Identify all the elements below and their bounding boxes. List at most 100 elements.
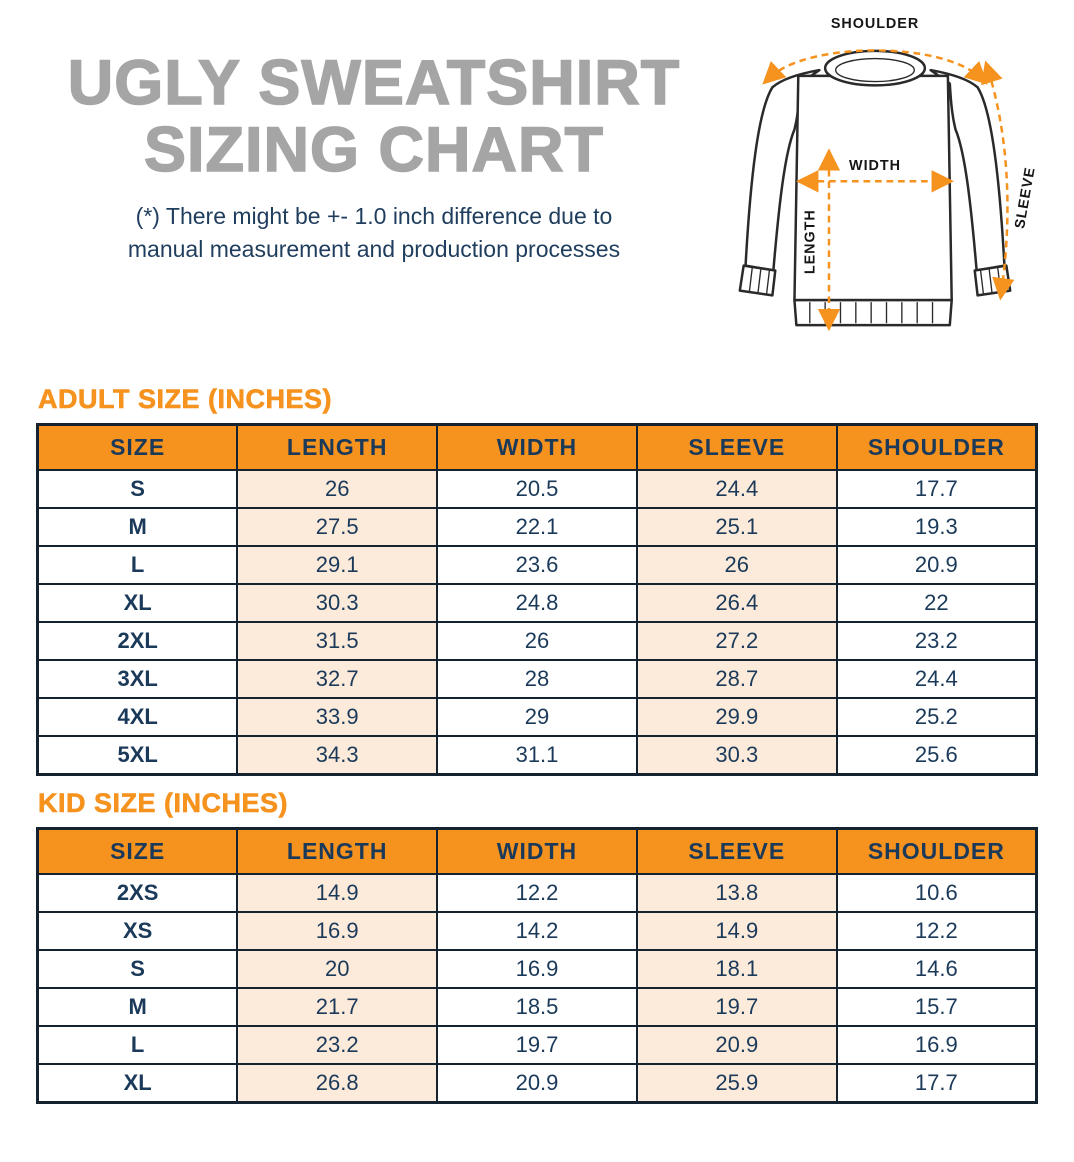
measurement-cell: 26 [436, 621, 638, 661]
size-label-cell: 2XS [36, 873, 239, 913]
column-header-size: SIZE [36, 423, 239, 471]
measurement-cell: 18.5 [436, 987, 638, 1027]
measurement-cell: 24.4 [635, 469, 838, 509]
column-header-width: WIDTH [436, 827, 638, 875]
sleeve-label: SLEEVE [1012, 166, 1038, 230]
measurement-cell: 14.2 [436, 911, 638, 951]
table-row: 3XL 32.7 28 28.7 24.4 [36, 659, 1038, 699]
size-label-cell: L [36, 1025, 239, 1065]
measurement-cell: 20.9 [635, 1025, 838, 1065]
table-row: 2XL 31.5 26 27.2 23.2 [36, 621, 1038, 661]
measurement-cell: 14.6 [835, 949, 1038, 989]
left-cuff [738, 264, 777, 297]
collar-outer [823, 49, 927, 87]
measurement-cell: 23.6 [436, 545, 638, 585]
measurement-cell: 14.9 [635, 911, 838, 951]
column-header-sleeve: SLEEVE [635, 827, 838, 875]
measurement-cell: 18.1 [635, 949, 838, 989]
table-row: L 29.1 23.6 26 20.9 [36, 545, 1038, 585]
measurement-cell: 34.3 [236, 735, 439, 776]
kid-size-table: SIZE LENGTH WIDTH SLEEVE SHOULDER 2XS 14.9 12.… [36, 827, 1038, 1104]
diagram-block: SHOULDER WIDTH LENGTH SLEEVE [712, 0, 1038, 372]
size-label-cell: 3XL [36, 659, 239, 699]
size-label-cell: S [36, 469, 239, 509]
column-header-length: LENGTH [236, 423, 439, 471]
measurement-cell: 31.1 [436, 735, 638, 776]
column-header-sleeve: SLEEVE [635, 423, 838, 471]
measurement-cell: 31.5 [236, 621, 439, 661]
measurement-cell: 27.5 [236, 507, 439, 547]
measurement-cell: 23.2 [236, 1025, 439, 1065]
measurement-cell: 25.9 [635, 1063, 838, 1104]
disclaimer-text: (*) There might be +- 1.0 inch differenc… [36, 200, 712, 267]
sizing-chart-page: UGLY SWEATSHIRT SIZING CHART (*) There m… [36, 0, 1038, 1104]
measurement-cell: 32.7 [236, 659, 439, 699]
header: UGLY SWEATSHIRT SIZING CHART (*) There m… [36, 0, 1038, 372]
measurement-cell: 29.9 [635, 697, 838, 737]
adult-size-table: SIZE LENGTH WIDTH SLEEVE SHOULDER S 26 20.5 24.… [36, 423, 1038, 776]
column-header-width: WIDTH [436, 423, 638, 471]
measurement-cell: 17.7 [835, 469, 1038, 509]
measurement-cell: 19.3 [835, 507, 1038, 547]
measurement-cell: 17.7 [835, 1063, 1038, 1104]
waistband [793, 298, 953, 327]
measurement-cell: 16.9 [436, 949, 638, 989]
measurement-cell: 29.1 [236, 545, 439, 585]
column-header-length: LENGTH [236, 827, 439, 875]
measurement-cell: 13.8 [635, 873, 838, 913]
measurement-cell: 33.9 [236, 697, 439, 737]
kid-section-title: KID SIZE (INCHES) [38, 788, 289, 819]
kid-header-row: SIZE LENGTH WIDTH SLEEVE SHOULDER [36, 827, 1038, 875]
measurement-cell: 19.7 [436, 1025, 638, 1065]
size-label-cell: M [36, 987, 239, 1027]
page-title-line1: UGLY SWEATSHIRT [67, 48, 681, 118]
column-header-shoulder: SHOULDER [835, 423, 1038, 471]
column-header-shoulder: SHOULDER [835, 827, 1038, 875]
adult-header-row: SIZE LENGTH WIDTH SLEEVE SHOULDER [36, 423, 1038, 471]
left-cuff-ribs [748, 267, 771, 294]
measurement-cell: 23.2 [835, 621, 1038, 661]
measurement-cell: 20 [236, 949, 439, 989]
disclaimer-line1: (*) There might be +- 1.0 inch differenc… [135, 202, 613, 229]
measurement-cell: 25.6 [835, 735, 1038, 776]
table-row: XL 26.8 20.9 25.9 17.7 [36, 1063, 1038, 1104]
measurement-cell: 14.9 [236, 873, 439, 913]
size-label-cell: 2XL [36, 621, 239, 661]
table-row: S 20 16.9 18.1 14.6 [36, 949, 1038, 989]
measurement-cell: 22 [835, 583, 1038, 623]
measurement-cell: 30.3 [236, 583, 439, 623]
measurement-cell: 21.7 [236, 987, 439, 1027]
table-row: 2XS 14.9 12.2 13.8 10.6 [36, 873, 1038, 913]
title-block: UGLY SWEATSHIRT SIZING CHART (*) There m… [36, 0, 712, 372]
measurement-cell: 22.1 [436, 507, 638, 547]
size-label-cell: XL [36, 1063, 239, 1104]
measurement-cell: 20.9 [436, 1063, 638, 1104]
table-row: XS 16.9 14.2 14.9 12.2 [36, 911, 1038, 951]
size-label-cell: M [36, 507, 239, 547]
measurement-cell: 26.4 [635, 583, 838, 623]
size-label-cell: 5XL [36, 735, 239, 776]
measurement-cell: 25.2 [835, 697, 1038, 737]
measurement-cell: 20.9 [835, 545, 1038, 585]
measurement-cell: 27.2 [635, 621, 838, 661]
measurement-cell: 16.9 [236, 911, 439, 951]
measurement-cell: 28.7 [635, 659, 838, 699]
size-label-cell: XL [36, 583, 239, 623]
table-row: M 21.7 18.5 19.7 15.7 [36, 987, 1038, 1027]
table-row: S 26 20.5 24.4 17.7 [36, 469, 1038, 509]
adult-section-title: ADULT SIZE (INCHES) [38, 384, 332, 415]
disclaimer-line2: manual measurement and production proces… [127, 235, 621, 262]
measurement-cell: 24.4 [835, 659, 1038, 699]
shoulder-label: SHOULDER [831, 16, 919, 32]
size-label-cell: L [36, 545, 239, 585]
measurement-cell: 24.8 [436, 583, 638, 623]
measurement-cell: 25.1 [635, 507, 838, 547]
width-label: WIDTH [849, 158, 901, 174]
table-row: XL 30.3 24.8 26.4 22 [36, 583, 1038, 623]
table-row: L 23.2 19.7 20.9 16.9 [36, 1025, 1038, 1065]
measurement-cell: 26 [635, 545, 838, 585]
measurement-cell: 26.8 [236, 1063, 439, 1104]
page-title-line2: SIZING CHART [143, 114, 604, 185]
measurement-cell: 16.9 [835, 1025, 1038, 1065]
size-label-cell: 4XL [36, 697, 239, 737]
